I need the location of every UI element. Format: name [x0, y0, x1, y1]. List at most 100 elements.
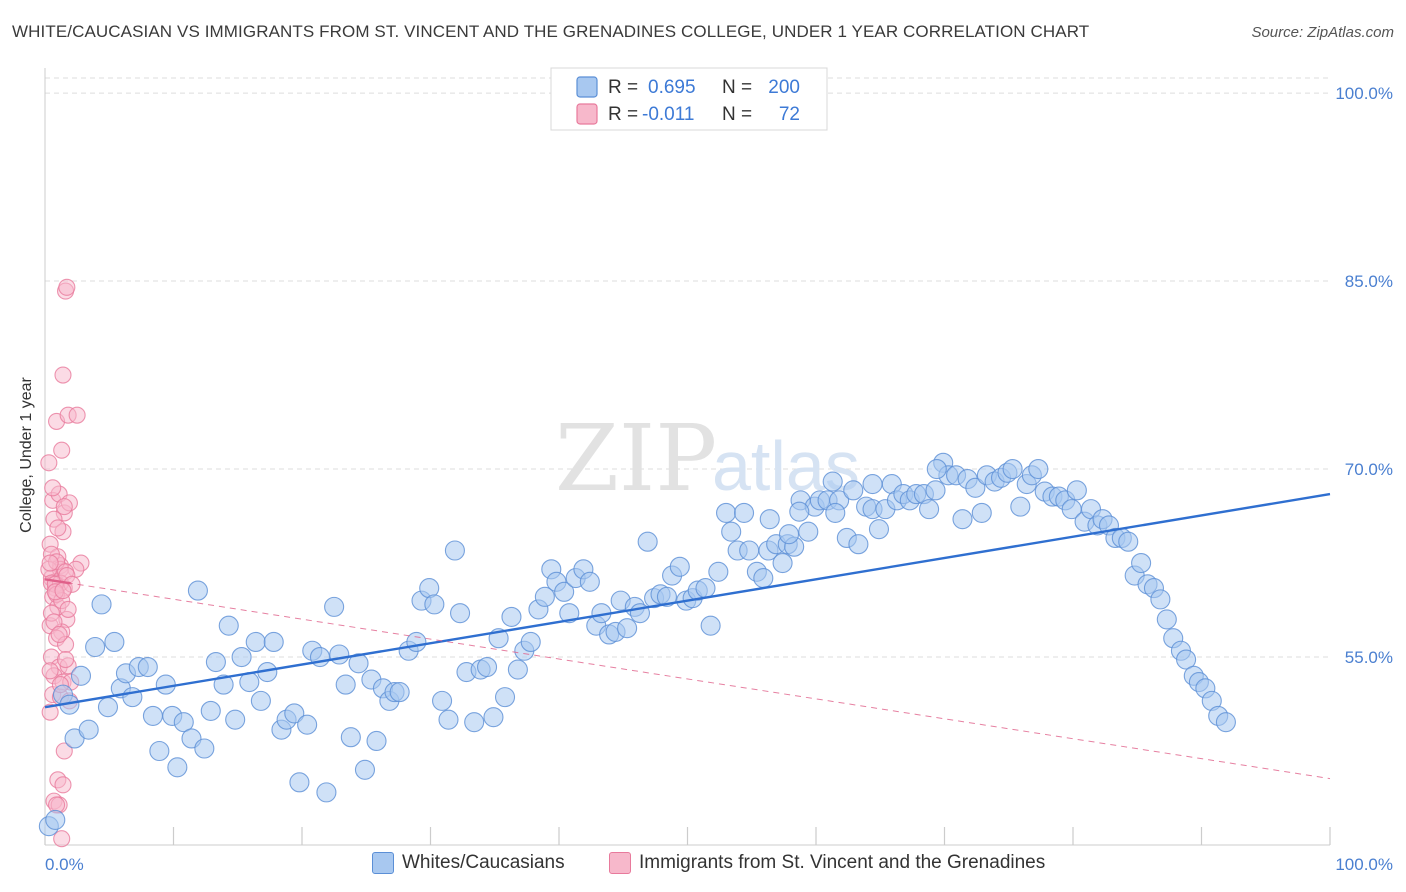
point-whites-55: [389, 682, 410, 703]
stats-r-label-2: R =: [608, 104, 638, 125]
point-whites-174: [1156, 609, 1177, 630]
point-whites-102: [695, 578, 716, 599]
point-whites-45: [329, 644, 350, 665]
legend-label-whites: Whites/Caucasians: [402, 852, 565, 873]
point-whites-173: [1150, 589, 1171, 610]
point-whites-10: [104, 631, 125, 653]
point-whites-126: [848, 534, 869, 555]
point-whites-5: [70, 665, 92, 686]
point-whites-8: [91, 594, 112, 615]
point-whites-61: [432, 690, 453, 711]
point-whites-62: [438, 709, 459, 730]
point-whites-151: [1010, 496, 1031, 517]
point-whites-137: [919, 499, 940, 520]
y-tick-label-2: 85.0%: [1345, 272, 1393, 291]
point-whites-106: [721, 521, 742, 542]
point-immigrants-66: [50, 625, 68, 644]
trend-line-immigrants-solid: [44, 578, 71, 585]
point-whites-6: [78, 719, 99, 740]
point-whites-150: [1002, 458, 1023, 480]
point-whites-68: [476, 656, 498, 678]
point-whites-7: [85, 636, 106, 658]
point-whites-20: [167, 757, 188, 778]
point-immigrants-12: [58, 278, 76, 296]
point-whites-93: [637, 531, 658, 552]
point-whites-168: [1118, 531, 1139, 552]
point-whites-72: [501, 606, 522, 627]
point-whites-27: [213, 674, 234, 695]
point-whites-39: [289, 772, 310, 793]
stats-legend-swatch-pink: [576, 103, 598, 125]
point-whites-170: [1131, 552, 1152, 574]
point-whites-189: [825, 502, 846, 523]
point-whites-60: [424, 594, 445, 615]
point-whites-71: [494, 687, 516, 708]
point-whites-46: [335, 674, 356, 695]
point-whites-144: [965, 477, 986, 498]
point-whites-90: [617, 618, 638, 639]
point-whites-105: [715, 502, 737, 523]
trend-line-whites: [44, 492, 1331, 709]
point-whites-186: [778, 524, 800, 545]
source-label: Source: ZipAtlas.com: [1251, 24, 1394, 41]
stats-n-value-1: 200: [768, 77, 800, 98]
point-whites-48: [348, 653, 369, 674]
y-tick-label-1: 70.0%: [1345, 460, 1393, 479]
point-immigrants-40: [55, 742, 73, 760]
point-whites-23: [187, 580, 208, 601]
point-whites-84: [579, 571, 600, 592]
stats-r-label-1: R =: [608, 77, 638, 98]
point-whites-160: [1066, 480, 1087, 501]
point-whites-177: [1176, 649, 1197, 670]
point-whites-129: [868, 519, 890, 540]
point-whites-28: [218, 615, 239, 636]
legend-item-immigrants: Immigrants from St. Vincent and the Gren…: [609, 852, 1045, 874]
point-whites-40: [297, 714, 318, 735]
watermark-zip: ZIP: [555, 405, 717, 512]
stats-n-label-2: N =: [722, 104, 752, 125]
series-whites-points: [38, 452, 1236, 837]
point-whites-44: [324, 596, 345, 617]
point-whites-118: [798, 521, 819, 542]
point-immigrants-58: [41, 554, 59, 572]
tick-labels: 55.0% 70.0% 85.0% 100.0% 0.0% 100.0%: [45, 84, 1393, 874]
point-whites-9: [97, 697, 119, 718]
point-whites-111: [753, 568, 774, 589]
point-whites-122: [822, 471, 843, 492]
point-whites-183: [1215, 712, 1236, 733]
point-whites-15: [137, 656, 158, 678]
point-whites-75: [520, 631, 541, 653]
point-immigrants-67: [57, 650, 75, 669]
point-whites-18: [155, 674, 176, 695]
point-whites-35: [263, 631, 284, 653]
point-whites-77: [534, 586, 555, 607]
y-tick-label-0: 55.0%: [1345, 648, 1393, 667]
point-immigrants-50: [54, 776, 72, 794]
point-whites-17: [149, 740, 170, 762]
legend-label-immigrants: Immigrants from St. Vincent and the Gren…: [639, 852, 1046, 873]
x-tick-label-0: 0.0%: [45, 855, 84, 874]
point-immigrants-56: [55, 498, 73, 516]
watermark: ZIP atlas: [555, 405, 860, 512]
point-whites-80: [554, 581, 575, 602]
point-whites-187: [759, 509, 780, 530]
point-whites-63: [444, 540, 465, 561]
point-whites-21: [173, 712, 194, 733]
point-whites-66: [464, 712, 485, 733]
point-immigrants-55: [44, 479, 62, 497]
point-immigrants-54: [53, 830, 71, 848]
point-whites-98: [669, 556, 690, 577]
point-whites-26: [205, 651, 226, 673]
y-tick-label-3: 100.0%: [1335, 84, 1393, 103]
series-immigrants-points: [40, 278, 90, 848]
point-whites-109: [739, 540, 760, 561]
point-whites-1: [45, 809, 66, 830]
legend-item-whites: Whites/Caucasians: [372, 852, 565, 874]
point-whites-154: [1028, 458, 1049, 480]
point-whites-73: [507, 659, 528, 680]
stats-legend: R = 0.695 N = 200 R = -0.011 N = 72: [550, 67, 828, 131]
point-whites-51: [366, 730, 387, 752]
point-whites-125: [843, 480, 864, 501]
point-whites-142: [952, 509, 973, 530]
